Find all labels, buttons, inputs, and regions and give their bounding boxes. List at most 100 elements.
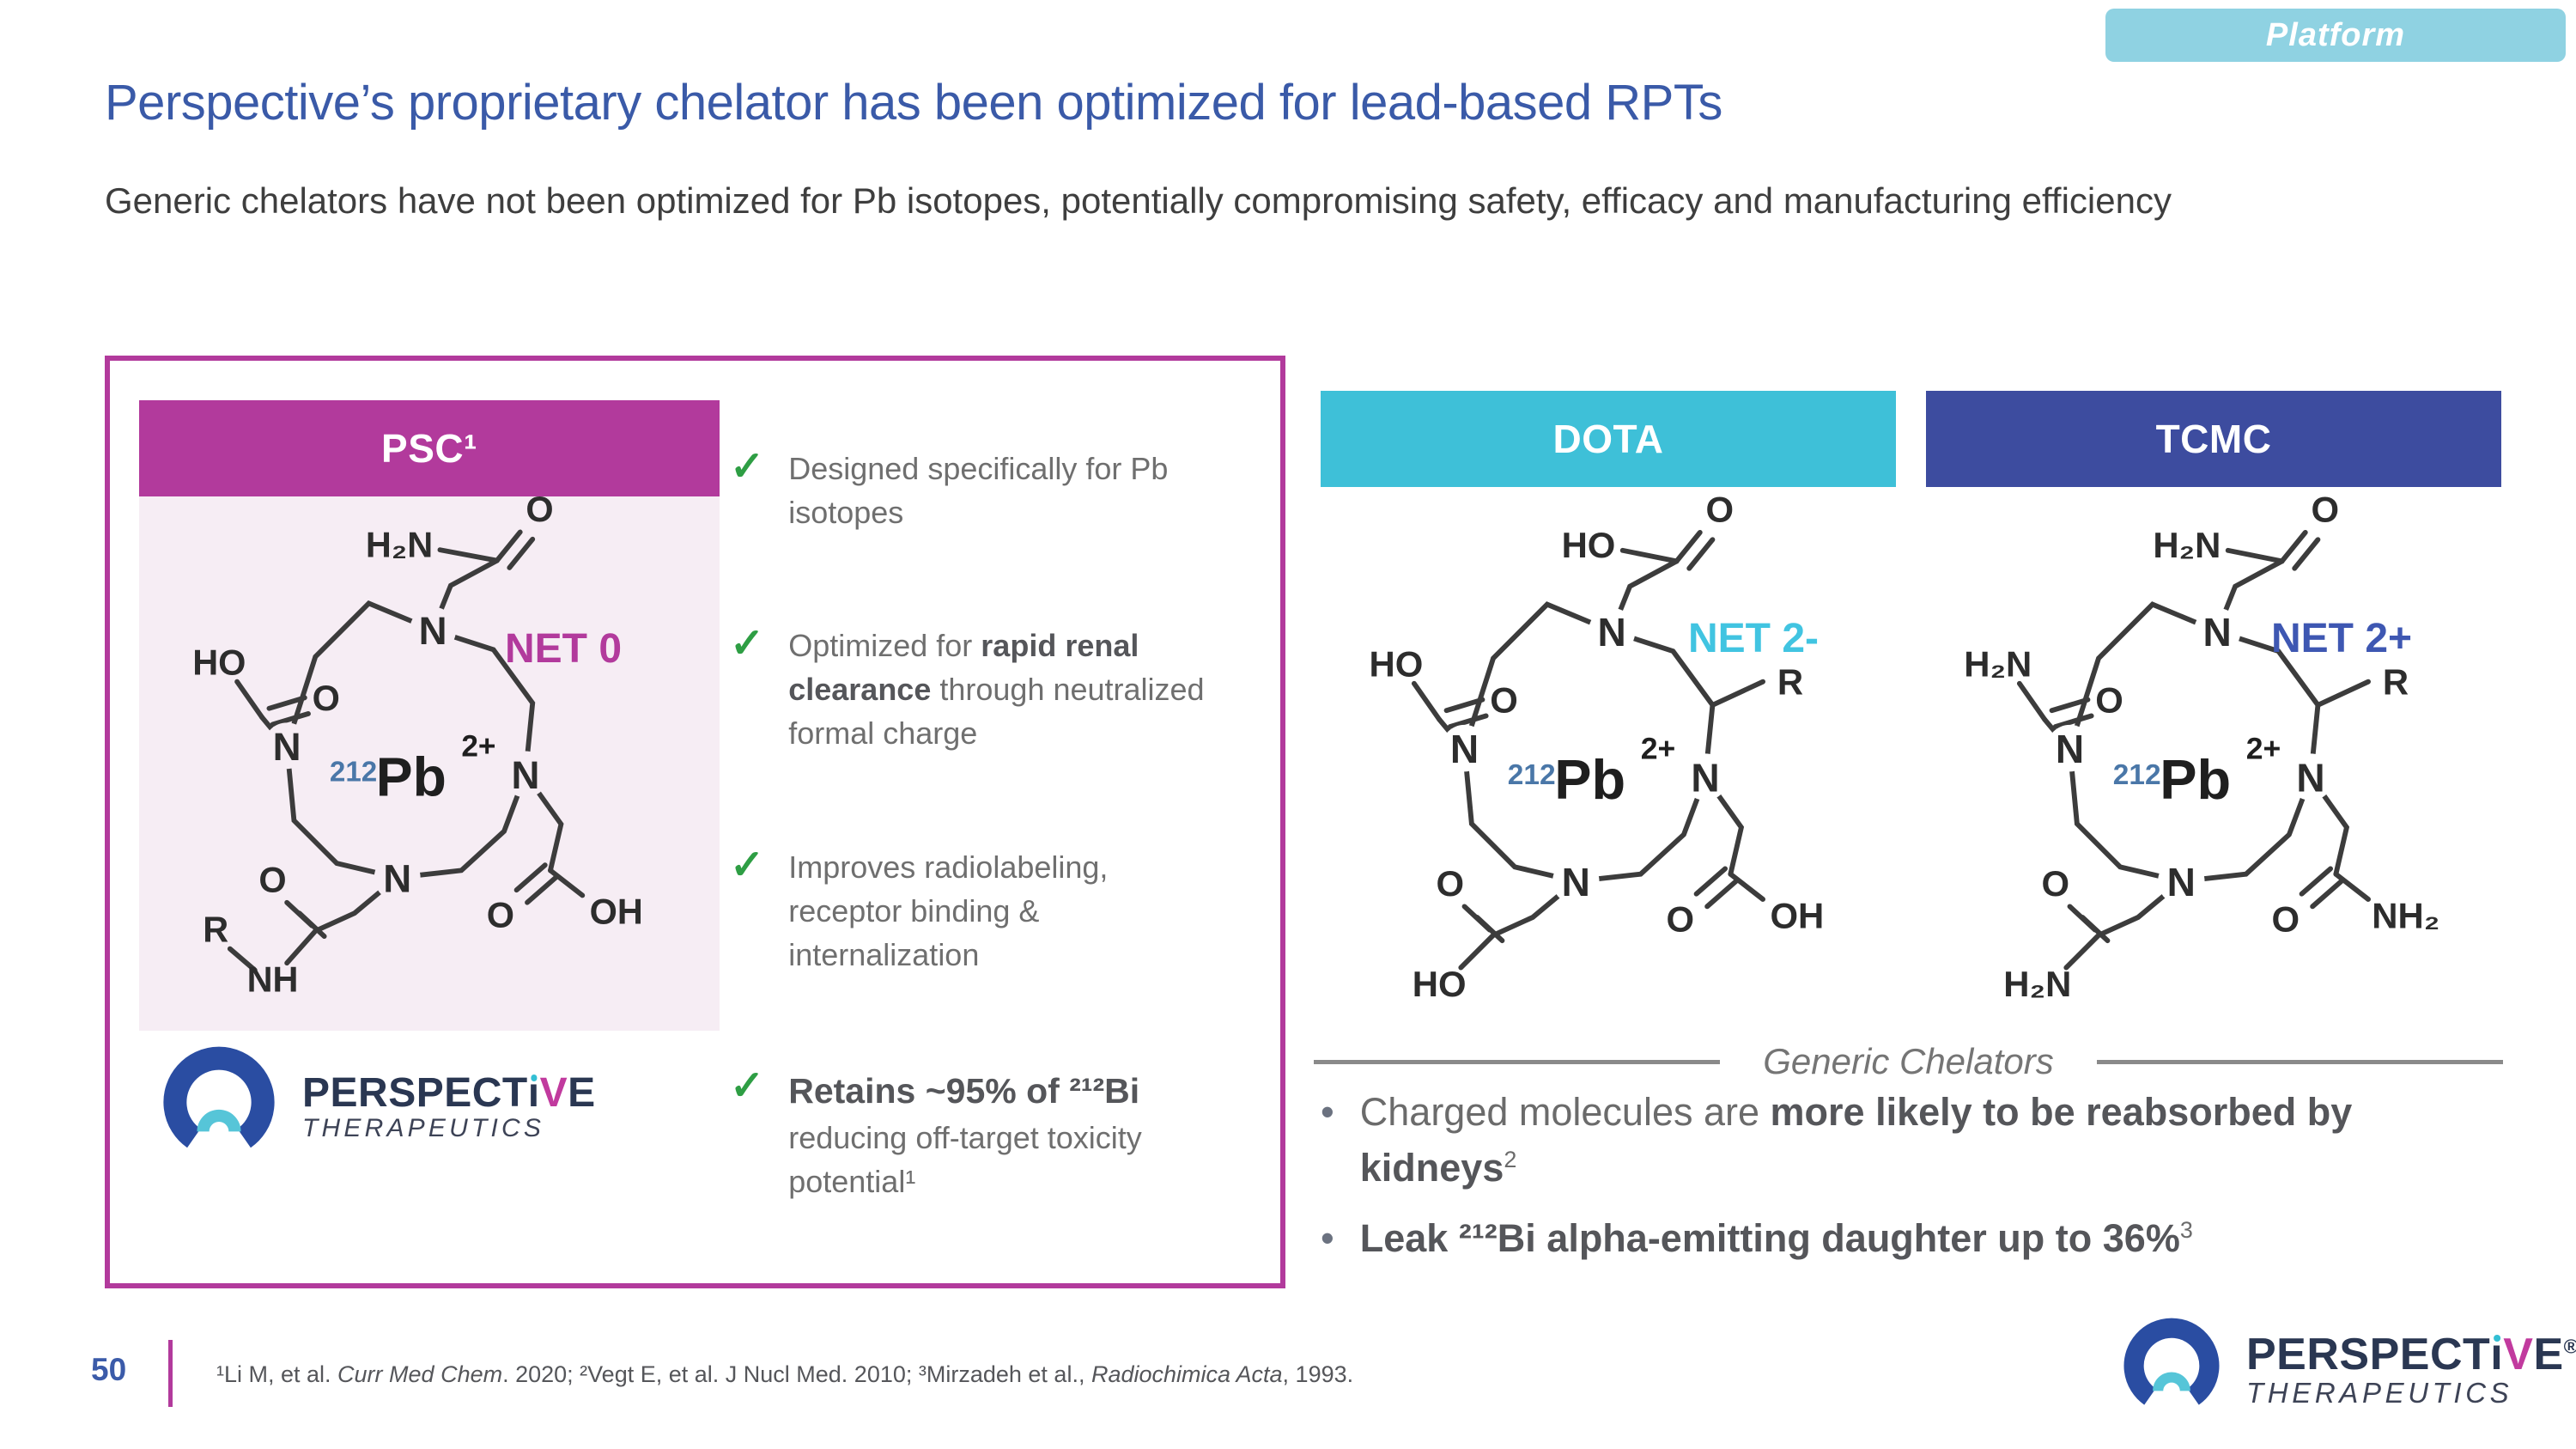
r-group-label: R xyxy=(2383,661,2409,702)
logo-i-dot xyxy=(2493,1335,2500,1342)
amide-nh-label: NH xyxy=(247,959,299,999)
molecule-structure-dota: N N N N 212 Pb 2+ HO O HO O O HO O OH R … xyxy=(1321,489,1896,1027)
platform-badge-label: Platform xyxy=(2265,16,2406,53)
amine-label: H₂N xyxy=(1964,643,2032,684)
r-group-label: R xyxy=(1777,661,1803,702)
check-item-text: Designed specifically for Pb isotopes xyxy=(788,451,1169,531)
oxygen-label: O xyxy=(526,496,553,529)
generic-chelators-drawbacks-list: • Charged molecules are more likely to b… xyxy=(1321,1084,2385,1280)
check-icon: ✓ xyxy=(730,621,765,667)
dota-header: DOTA xyxy=(1321,391,1896,487)
tcmc-header-label: TCMC xyxy=(2155,417,2272,461)
check-item-text: Retains ~95% of ²¹²Bi reducing off-targe… xyxy=(788,1070,1142,1200)
divider-line xyxy=(1314,1059,1721,1064)
dota-net-charge-label: NET 2- xyxy=(1688,616,1820,661)
nitrogen-atom-label: N xyxy=(273,725,301,769)
oxygen-label: O xyxy=(1706,496,1735,529)
pb-symbol-label: Pb xyxy=(376,746,447,807)
r-group-label: R xyxy=(203,909,228,949)
footer-divider-bar xyxy=(168,1340,173,1407)
psc-benefits-list: ✓ Designed specifically for Pb isotopes … xyxy=(730,444,1228,1293)
dota-header-label: DOTA xyxy=(1552,417,1664,461)
check-item: ✓ Improves radiolabeling, receptor bindi… xyxy=(730,842,1228,977)
bullet-item: • Charged molecules are more likely to b… xyxy=(1321,1084,2385,1196)
tcmc-net-charge-label: NET 2+ xyxy=(2271,616,2413,661)
page-number: 50 xyxy=(91,1352,127,1387)
amine-label: H₂N xyxy=(2153,525,2221,565)
registered-trademark-icon: ® xyxy=(2563,1336,2576,1359)
oxygen-label: O xyxy=(2095,679,2123,720)
check-icon: ✓ xyxy=(730,842,765,888)
oxygen-label: O xyxy=(2041,863,2069,904)
molecule-structure-psc: N N N N 212 Pb 2+ H₂N O HO O O NH R O xyxy=(139,489,720,1031)
logo-therapeutics-label: THERAPEUTICS xyxy=(2246,1376,2513,1409)
pb-mass-label: 212 xyxy=(330,757,377,788)
nitrogen-atom-label: N xyxy=(2167,860,2196,904)
perspective-logo: PERSPECTı VE THERAPEUTICS xyxy=(158,1046,596,1168)
check-item-text: Optimized for rapid renal clearance thro… xyxy=(788,628,1205,752)
nitrogen-atom-label: N xyxy=(2203,610,2232,654)
perspective-logo-wordmark: PERSPECTı VE THERAPEUTICS xyxy=(302,1070,596,1143)
oxygen-label: O xyxy=(313,678,340,718)
nitrogen-atom-label: N xyxy=(1691,755,1719,800)
nitrogen-atom-label: N xyxy=(1598,610,1626,654)
pb-symbol-label: Pb xyxy=(1554,748,1625,811)
generic-chelators-divider: Generic Chelators xyxy=(1314,1041,2504,1082)
bullet-text: Leak ²¹²Bi alpha-emitting daughter up to… xyxy=(1359,1215,2193,1260)
amide-label: NH₂ xyxy=(2372,896,2439,936)
psc-net-charge-label: NET 0 xyxy=(505,626,623,672)
perspective-logo-emblem-icon xyxy=(2123,1318,2220,1405)
pb-symbol-label: Pb xyxy=(2160,748,2231,811)
hydroxyl-label: HO xyxy=(1370,643,1424,684)
check-item: ✓ Designed specifically for Pb isotopes xyxy=(730,444,1228,534)
tcmc-header: TCMC xyxy=(1926,391,2501,487)
bullet-item: • Leak ²¹²Bi alpha-emitting daughter up … xyxy=(1321,1210,2385,1266)
oxygen-label: O xyxy=(1666,899,1694,940)
pb-charge-label: 2+ xyxy=(2246,732,2281,766)
amine-label: H₂N xyxy=(366,524,433,564)
pb-charge-label: 2+ xyxy=(461,730,495,764)
footnote: ¹Li M, et al. Curr Med Chem. 2020; ²Vegt… xyxy=(216,1361,1354,1387)
page-title: Perspective’s proprietary chelator has b… xyxy=(105,75,1722,131)
bullet-icon: • xyxy=(1321,1215,1334,1260)
oxygen-label: O xyxy=(2312,496,2340,529)
check-item: ✓ Optimized for rapid renal clearance th… xyxy=(730,624,1228,755)
logo-i-dot xyxy=(531,1075,538,1081)
oxygen-label: O xyxy=(1436,863,1464,904)
nitrogen-atom-label: N xyxy=(1450,727,1479,771)
psc-structure-area: N N N N 212 Pb 2+ H₂N O HO O O NH R O xyxy=(139,489,720,1031)
nitrogen-atom-label: N xyxy=(2056,727,2084,771)
divider-line xyxy=(2096,1059,2504,1064)
oxygen-label: O xyxy=(1490,679,1518,720)
perspective-logo-wordmark: PERSPECTı VE® THERAPEUTICS xyxy=(2246,1331,2576,1408)
check-item-text: Improves radiolabeling, receptor binding… xyxy=(788,849,1109,972)
psc-header: PSC¹ xyxy=(139,400,720,496)
bullet-icon: • xyxy=(1321,1090,1334,1134)
oxygen-label: O xyxy=(487,895,514,935)
platform-badge: Platform xyxy=(2105,9,2566,62)
logo-therapeutics-label: THERAPEUTICS xyxy=(302,1114,545,1143)
nitrogen-atom-label: N xyxy=(419,609,447,653)
check-icon: ✓ xyxy=(730,444,765,490)
generic-chelators-label: Generic Chelators xyxy=(1763,1041,2054,1081)
psc-panel: PSC¹ xyxy=(105,356,1285,1288)
psc-header-label: PSC¹ xyxy=(381,426,477,471)
dota-molecule-svg: N N N N 212 Pb 2+ HO O HO O O HO O OH R xyxy=(1370,489,1825,1004)
bullet-text: Charged molecules are more likely to be … xyxy=(1359,1090,2353,1190)
oxygen-label: O xyxy=(258,859,286,899)
amine-label: H₂N xyxy=(2003,964,2071,1004)
page-subtitle: Generic chelators have not been optimize… xyxy=(105,180,2172,221)
check-item: ✓ Retains ~95% of ²¹²Bi reducing off-tar… xyxy=(730,1062,1228,1203)
pb-mass-label: 212 xyxy=(1508,759,1556,791)
nitrogen-atom-label: N xyxy=(2296,755,2324,800)
hydroxyl-label: OH xyxy=(1770,896,1824,936)
hydroxyl-label: HO xyxy=(1413,964,1467,1004)
nitrogen-atom-label: N xyxy=(511,753,539,797)
check-icon: ✓ xyxy=(730,1062,765,1109)
tcmc-molecule-svg: N N N N 212 Pb 2+ H₂N O H₂N O O H₂N O NH… xyxy=(1964,489,2439,1004)
psc-molecule-svg: N N N N 212 Pb 2+ H₂N O HO O O NH R O xyxy=(192,489,643,999)
oxygen-label: O xyxy=(2271,899,2300,940)
hydroxyl-label: OH xyxy=(590,892,643,932)
molecule-structure-tcmc: N N N N 212 Pb 2+ H₂N O H₂N O O H₂N O NH… xyxy=(1926,489,2501,1027)
